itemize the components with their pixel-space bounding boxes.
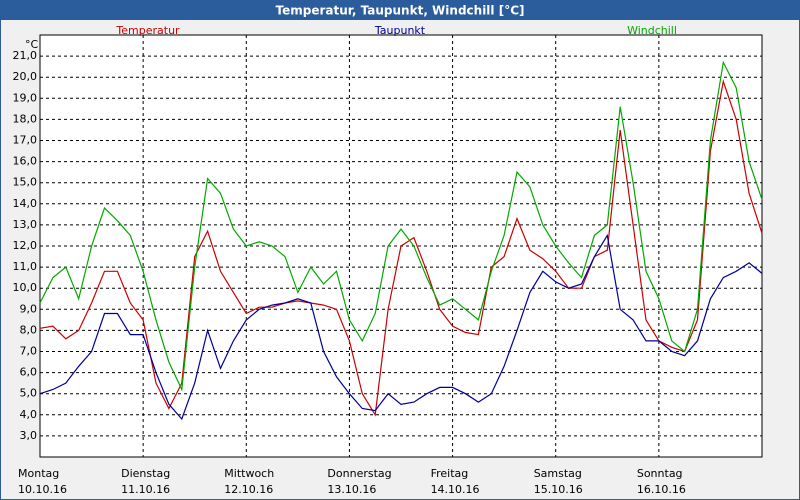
legend-entry: Temperatur	[115, 24, 180, 37]
x-tick-label: Donnerstag	[327, 467, 391, 480]
y-tick-label: 17,0	[13, 134, 38, 147]
y-tick-label: 15,0	[13, 176, 38, 189]
x-tick-label: Mittwoch	[224, 467, 274, 480]
y-tick-label: 3,0	[20, 429, 38, 442]
x-tick-date: 12.10.16	[224, 483, 273, 496]
y-tick-label: 19,0	[13, 91, 38, 104]
y-tick-label: 14,0	[13, 197, 38, 210]
y-tick-label: 21,0	[13, 49, 38, 62]
y-tick-label: 5,0	[20, 387, 38, 400]
x-tick-date: 15.10.16	[534, 483, 583, 496]
series-line	[39, 233, 763, 421]
x-tick-label: Samstag	[534, 467, 582, 480]
y-tick-label: 6,0	[20, 366, 38, 379]
x-tick-label: Freitag	[431, 467, 469, 480]
title-bar	[0, 0, 800, 20]
x-tick-label: Sonntag	[637, 467, 683, 480]
chart-title: Temperatur, Taupunkt, Windchill [°C]	[276, 4, 525, 18]
x-tick-date: 11.10.16	[121, 483, 170, 496]
y-tick-label: 7,0	[20, 345, 38, 358]
series-line	[39, 60, 763, 392]
y-unit: °C	[25, 38, 39, 51]
y-tick-label: 18,0	[13, 112, 38, 125]
x-tick-date: 10.10.16	[18, 483, 67, 496]
y-tick-label: 11,0	[13, 260, 38, 273]
y-tick-label: 9,0	[20, 302, 38, 315]
y-tick-label: 8,0	[20, 323, 38, 336]
y-tick-label: 16,0	[13, 155, 38, 168]
x-tick-date: 16.10.16	[637, 483, 686, 496]
x-tick-label: Dienstag	[121, 467, 170, 480]
y-tick-label: 10,0	[13, 281, 38, 294]
x-tick-date: 13.10.16	[327, 483, 376, 496]
y-tick-label: 4,0	[20, 408, 38, 421]
legend-entry: Taupunkt	[374, 24, 426, 37]
y-tick-label: 13,0	[13, 218, 38, 231]
y-tick-label: 20,0	[13, 70, 38, 83]
x-tick-label: Montag	[18, 467, 59, 480]
legend-entry: Windchill	[627, 24, 677, 37]
x-tick-date: 14.10.16	[431, 483, 480, 496]
series-line	[39, 79, 763, 417]
y-tick-label: 12,0	[13, 239, 38, 252]
